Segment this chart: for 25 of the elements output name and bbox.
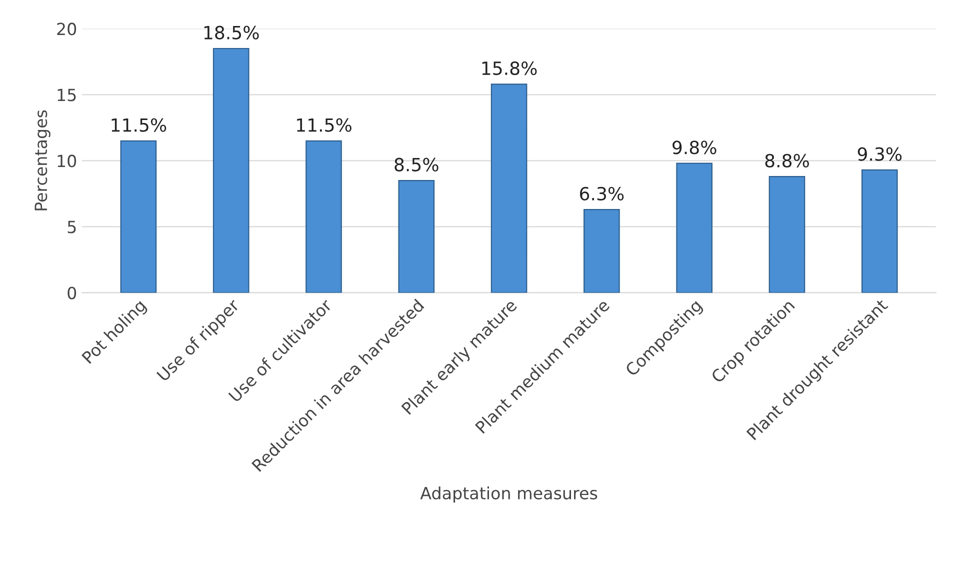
y-tick-label: 15 <box>58 88 76 102</box>
data-label: 15.8% <box>482 61 537 76</box>
data-label: 8.5% <box>394 158 438 172</box>
bar <box>676 162 712 293</box>
data-label: 18.5% <box>204 26 259 40</box>
data-label: 11.5% <box>297 118 352 132</box>
bar <box>120 140 157 293</box>
y-tick-label: 20 <box>57 22 76 36</box>
bar <box>861 169 898 293</box>
y-tick-label: 10 <box>58 154 76 168</box>
data-label: 9.8% <box>672 140 716 154</box>
y-tick-label: 0 <box>68 286 76 300</box>
y-axis-title: Percentages <box>34 110 50 210</box>
data-label: 11.5% <box>112 118 166 132</box>
bar <box>306 140 342 293</box>
bar <box>398 180 435 293</box>
bar <box>212 48 250 293</box>
bar <box>768 176 806 293</box>
data-label: 9.3% <box>858 147 902 161</box>
y-tick-label: 5 <box>68 220 76 234</box>
x-axis-title: Adaptation measures <box>420 486 598 503</box>
data-label: 8.8% <box>765 154 809 168</box>
bar <box>584 209 620 293</box>
bar <box>490 84 528 293</box>
data-label: 6.3% <box>580 186 624 201</box>
